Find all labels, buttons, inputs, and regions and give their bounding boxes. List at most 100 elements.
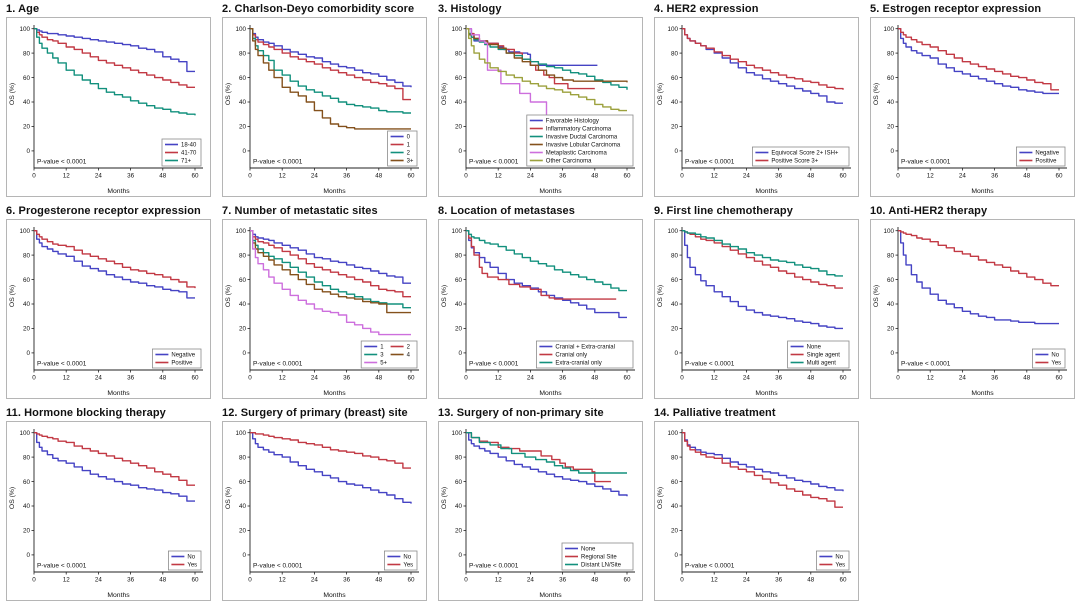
y-tick-label: 40 bbox=[23, 301, 31, 308]
legend: None Single agent Multi agent bbox=[787, 340, 850, 369]
x-tick-label: 48 bbox=[1023, 375, 1031, 382]
x-axis-label: Months bbox=[539, 188, 562, 195]
km-curve bbox=[34, 28, 195, 88]
km-chart: 0 20 40 60 80 100 0 12 24 36 48 60 Months OS (%) P-val… bbox=[657, 429, 851, 599]
legend-item: Invasive Lobular Carcinoma bbox=[529, 143, 621, 149]
legend-item: Distant LN/Site bbox=[565, 563, 622, 569]
y-tick-label: 80 bbox=[455, 454, 463, 461]
y-tick-label: 80 bbox=[23, 454, 31, 461]
legend-item: Positive bbox=[1019, 159, 1057, 165]
p-value-label: P-value < 0.0001 bbox=[901, 159, 951, 166]
panel-title: 10. Anti-HER2 therapy bbox=[870, 205, 988, 217]
legend: 0 1 2 3+ bbox=[387, 130, 418, 167]
y-tick-label: 80 bbox=[455, 50, 463, 57]
x-tick-label: 24 bbox=[311, 577, 319, 584]
km-panel: 6. Progesterone receptor expression 0 20 4… bbox=[0, 202, 216, 404]
x-tick-label: 48 bbox=[591, 375, 599, 382]
km-chart: 0 20 40 60 80 100 0 12 24 36 48 60 Months OS (%) P-val… bbox=[441, 227, 635, 397]
km-curve bbox=[250, 432, 412, 504]
y-tick-label: 80 bbox=[239, 50, 247, 57]
y-tick-label: 100 bbox=[235, 430, 246, 437]
y-tick-label: 100 bbox=[667, 228, 678, 235]
panel-title: 6. Progesterone receptor expression bbox=[6, 205, 201, 217]
x-tick-label: 48 bbox=[375, 375, 383, 382]
panel-title: 2. Charlson-Deyo comorbidity score bbox=[222, 3, 415, 15]
y-tick-label: 20 bbox=[887, 326, 895, 333]
x-tick-label: 24 bbox=[95, 375, 103, 382]
km-curve bbox=[250, 230, 411, 314]
legend-label: None bbox=[581, 547, 596, 553]
p-value-label: P-value < 0.0001 bbox=[685, 361, 735, 368]
p-value-label: P-value < 0.0001 bbox=[253, 159, 303, 166]
p-value-label: P-value < 0.0001 bbox=[469, 563, 519, 570]
km-curve bbox=[250, 432, 411, 469]
legend-label: 71+ bbox=[181, 159, 192, 165]
y-tick-label: 60 bbox=[671, 479, 679, 486]
x-tick-label: 60 bbox=[623, 173, 631, 180]
y-axis-label: OS (%) bbox=[657, 487, 664, 509]
y-tick-label: 20 bbox=[239, 124, 247, 131]
y-tick-label: 60 bbox=[887, 75, 895, 82]
x-tick-label: 12 bbox=[279, 577, 287, 584]
km-chart: 0 20 40 60 80 100 0 12 24 36 48 60 Months OS (%) P-val… bbox=[441, 25, 635, 195]
legend-label: Favorable Histology bbox=[546, 119, 599, 125]
x-axis-label: Months bbox=[755, 390, 778, 397]
legend-item: Single agent bbox=[790, 353, 840, 359]
y-axis-label: OS (%) bbox=[657, 83, 664, 105]
legend: No Yes bbox=[1031, 348, 1066, 369]
x-tick-label: 36 bbox=[775, 375, 783, 382]
km-panel: 9. First line chemotherapy 0 20 40 60 80 100 0… bbox=[648, 202, 864, 404]
y-tick-label: 40 bbox=[23, 99, 31, 106]
legend-item: Negative bbox=[1019, 151, 1060, 157]
panel-title: 7. Number of metastatic sites bbox=[222, 205, 378, 217]
y-tick-label: 100 bbox=[883, 228, 894, 235]
x-tick-label: 12 bbox=[495, 173, 503, 180]
x-tick-label: 24 bbox=[527, 375, 535, 382]
x-tick-label: 48 bbox=[375, 577, 383, 584]
km-panel: 7. Number of metastatic sites 0 20 40 60 80 1… bbox=[216, 202, 432, 404]
km-curve bbox=[34, 230, 195, 299]
panel-title: 4. HER2 expression bbox=[654, 3, 759, 15]
legend-item: No bbox=[1035, 353, 1060, 359]
y-tick-label: 40 bbox=[455, 503, 463, 510]
km-curve bbox=[682, 230, 843, 289]
x-axis-label: Months bbox=[755, 592, 778, 599]
x-tick-label: 60 bbox=[623, 375, 631, 382]
x-tick-label: 60 bbox=[839, 375, 847, 382]
y-tick-label: 0 bbox=[242, 350, 246, 357]
x-tick-label: 24 bbox=[743, 173, 751, 180]
km-chart: 0 20 40 60 80 100 0 12 24 36 48 60 Months OS (%) P-val… bbox=[9, 227, 203, 397]
panel-title: 9. First line chemotherapy bbox=[654, 205, 793, 217]
x-tick-label: 36 bbox=[991, 375, 999, 382]
y-tick-label: 60 bbox=[887, 277, 895, 284]
x-tick-label: 36 bbox=[775, 577, 783, 584]
legend-item: 71+ bbox=[165, 159, 192, 165]
km-curve bbox=[466, 28, 587, 120]
km-curve bbox=[250, 28, 411, 130]
legend-label: Positive bbox=[1035, 159, 1057, 165]
legend: Cranial + Extra-cranial Cranial only Extra… bbox=[536, 340, 634, 369]
p-value-label: P-value < 0.0001 bbox=[901, 361, 951, 368]
legend-label: 2 bbox=[407, 345, 411, 351]
km-panel: 1. Age 0 20 40 60 80 100 0 12 24 36 48 60 Months OS (… bbox=[0, 0, 216, 202]
x-tick-label: 0 bbox=[464, 173, 468, 180]
y-tick-label: 100 bbox=[235, 228, 246, 235]
chart-box: 0 20 40 60 80 100 0 12 24 36 48 60 Months OS (%) P-val… bbox=[654, 219, 859, 399]
legend-label: Invasive Ductal Carcinoma bbox=[546, 135, 618, 141]
y-tick-label: 0 bbox=[26, 350, 30, 357]
y-axis-label: OS (%) bbox=[225, 83, 232, 105]
x-tick-label: 60 bbox=[191, 577, 199, 584]
p-value-label: P-value < 0.0001 bbox=[253, 361, 303, 368]
y-tick-label: 0 bbox=[458, 552, 462, 559]
legend-label: 4 bbox=[407, 353, 411, 359]
y-tick-label: 40 bbox=[239, 503, 247, 510]
legend-item: 1 bbox=[390, 143, 411, 149]
legend-item: Yes bbox=[1035, 361, 1061, 367]
y-tick-label: 40 bbox=[23, 503, 31, 510]
x-tick-label: 24 bbox=[959, 173, 967, 180]
legend-label: 41-70 bbox=[181, 151, 197, 157]
km-curve bbox=[34, 432, 195, 486]
km-chart: 0 20 40 60 80 100 0 12 24 36 48 60 Months OS (%) P-val… bbox=[225, 429, 419, 599]
panel-title: 14. Palliative treatment bbox=[654, 407, 776, 419]
